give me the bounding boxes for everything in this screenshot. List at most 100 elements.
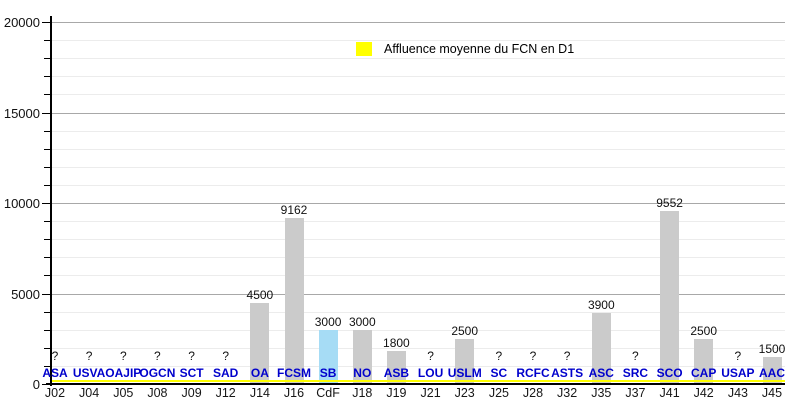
club-label: ASC <box>588 366 614 380</box>
y-axis-tick-major <box>42 293 50 295</box>
bar <box>660 211 680 384</box>
club-label: USLM <box>447 366 482 380</box>
matchday-label: J35 <box>591 386 612 400</box>
bar <box>352 329 372 384</box>
y-axis-tick-minor <box>44 148 50 150</box>
gridline-minor <box>50 257 785 259</box>
matchday-label: J23 <box>454 386 475 400</box>
bar-value-label: 3900 <box>587 298 615 313</box>
matchday-label: J18 <box>352 386 373 400</box>
gridline-minor <box>50 148 785 150</box>
gridline-major <box>50 112 785 114</box>
gridline-minor <box>50 365 785 367</box>
gridline-minor <box>50 166 785 168</box>
bar-value-label: 2500 <box>451 323 479 338</box>
club-label: USAP <box>721 366 755 380</box>
matchday-label: J32 <box>557 386 578 400</box>
bar-value-label: 4500 <box>246 287 274 302</box>
y-axis-tick-minor <box>44 239 50 241</box>
y-axis-tick-minor <box>44 365 50 367</box>
club-label: SCO <box>656 366 683 380</box>
y-axis-tick-major <box>42 112 50 114</box>
legend-color-swatch <box>356 42 372 56</box>
gridline-minor <box>50 40 785 42</box>
bar-value-label: ? <box>632 349 639 363</box>
matchday-label: J09 <box>181 386 202 400</box>
club-label: ASB <box>383 366 410 380</box>
club-label: RCFC <box>516 366 550 380</box>
gridline-major <box>50 22 785 23</box>
gridline-minor <box>50 239 785 241</box>
matchday-label: J37 <box>625 386 646 400</box>
gridline-minor <box>50 130 785 132</box>
gridline-minor <box>50 329 785 331</box>
matchday-label: J04 <box>79 386 100 400</box>
y-axis-tick-label: 15000 <box>3 105 40 121</box>
y-axis-tick-minor <box>44 311 50 313</box>
matchday-label: J42 <box>693 386 714 400</box>
club-label: SRC <box>622 366 649 380</box>
bar-value-label: ? <box>734 349 742 363</box>
club-label: OGCN <box>139 366 176 380</box>
bar-value-label: ? <box>427 349 434 363</box>
gridline-minor <box>50 347 785 349</box>
bar-value-label: 2500 <box>690 323 718 338</box>
y-axis-tick-minor <box>44 94 50 96</box>
bar <box>455 338 475 385</box>
bar <box>591 313 611 384</box>
club-label: SCT <box>179 366 204 380</box>
club-label: SC <box>490 366 508 380</box>
matchday-label: J05 <box>113 386 134 400</box>
matchday-label: J19 <box>386 386 407 400</box>
baseline-highlight-line <box>50 379 785 382</box>
y-axis-tick-minor <box>44 347 50 349</box>
y-axis-tick-label: 5000 <box>11 286 40 302</box>
matchday-label: J41 <box>659 386 680 400</box>
bar-value-label: ? <box>85 349 93 363</box>
bar-value-label: 3000 <box>314 314 342 329</box>
bar <box>694 338 714 385</box>
bar <box>284 218 304 384</box>
gridline-minor <box>50 58 785 60</box>
club-label: CAP <box>691 366 717 380</box>
legend: Affluence moyenne du FCN en D1 <box>345 41 575 57</box>
matchday-label: J08 <box>147 386 168 400</box>
y-axis-tick-minor <box>44 40 50 42</box>
bar <box>318 329 338 384</box>
y-axis-tick-label: 20000 <box>3 15 40 30</box>
gridline-minor <box>50 275 785 277</box>
y-axis-tick-major <box>42 203 50 204</box>
y-axis-tick-minor <box>44 184 50 186</box>
matchday-label: J14 <box>249 386 270 400</box>
x-axis-line <box>46 383 785 385</box>
gridline-major <box>50 293 785 295</box>
bar-value-label: 9552 <box>656 196 683 211</box>
y-axis-tick-minor <box>44 275 50 277</box>
bar-value-label: ? <box>529 349 537 363</box>
bar-value-label: 1800 <box>383 336 410 351</box>
y-axis-tick-minor <box>44 76 50 78</box>
y-axis-tick-major <box>42 22 50 23</box>
y-axis-tick-label: 0 <box>32 377 40 392</box>
bar-value-label: ? <box>51 349 59 363</box>
legend-label: Affluence moyenne du FCN en D1 <box>384 42 575 56</box>
club-label: USVA <box>72 366 106 380</box>
bar-value-label: 3000 <box>348 314 376 329</box>
club-label: FCSM <box>277 366 311 380</box>
gridline-minor <box>50 184 785 186</box>
matchday-label: J45 <box>761 386 783 400</box>
bar <box>762 356 782 384</box>
y-axis-tick-minor <box>44 221 50 223</box>
bar-value-label: ? <box>188 349 195 363</box>
club-label: OA <box>250 366 269 380</box>
club-label: NO <box>353 366 372 380</box>
club-label: ASTS <box>551 366 584 380</box>
club-label: AAC <box>759 366 785 380</box>
matchday-label: J02 <box>44 386 66 400</box>
club-label: ASA <box>42 366 68 380</box>
bar-value-label: ? <box>119 349 127 363</box>
bar-value-label: ? <box>154 349 161 363</box>
gridline-minor <box>50 221 785 223</box>
